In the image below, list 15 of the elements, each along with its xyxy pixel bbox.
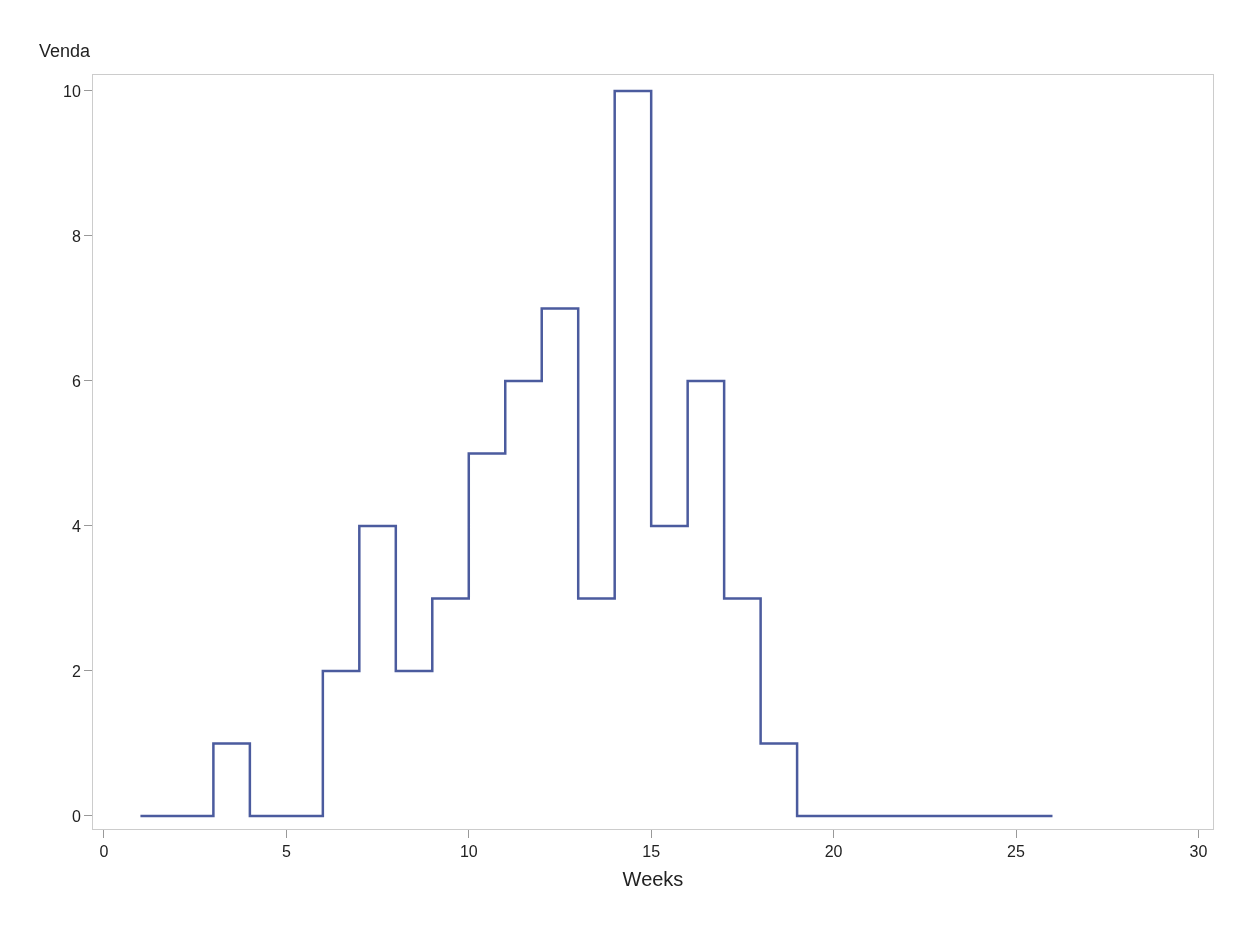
x-axis-title: Weeks xyxy=(622,867,684,890)
y-tick-label: 8 xyxy=(71,227,81,245)
y-axis-title: Venda xyxy=(39,41,92,61)
x-tick-label: 15 xyxy=(642,843,661,861)
y-tick-label: 2 xyxy=(71,662,81,680)
x-tick-label: 20 xyxy=(824,843,843,861)
x-tick-label: 10 xyxy=(459,843,478,861)
y-tick-label: 4 xyxy=(71,517,81,535)
x-tick-label: 30 xyxy=(1189,843,1208,861)
x-tick-label: 5 xyxy=(281,843,291,861)
y-tick-label: 6 xyxy=(71,372,81,390)
y-tick-label: 0 xyxy=(71,807,81,825)
x-tick-label: 25 xyxy=(1007,843,1025,861)
y-tick-label: 10 xyxy=(63,82,81,100)
x-tick-label: 0 xyxy=(99,843,109,861)
